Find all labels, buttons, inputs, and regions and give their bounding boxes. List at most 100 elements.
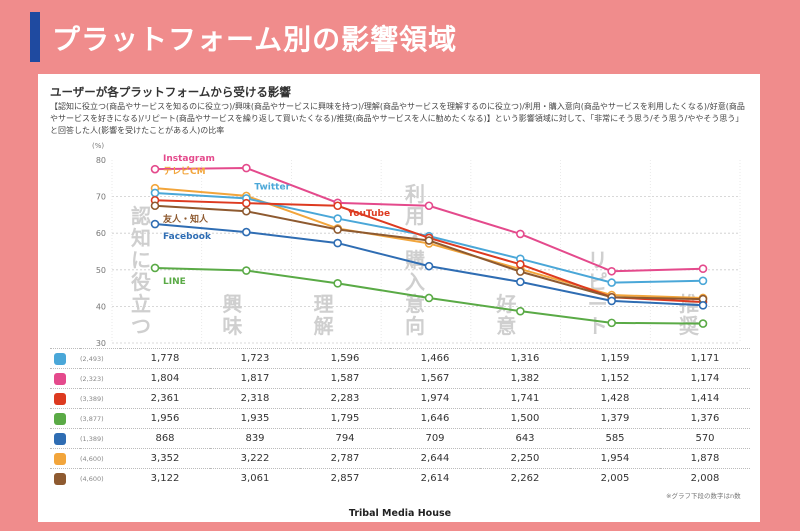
data-point (607, 278, 616, 287)
chart-description: 【認知に役立つ(商品やサービスを知るのに役立つ)/興味(商品やサービスに興味を持… (50, 102, 745, 135)
y-tick-label: 50 (96, 266, 106, 275)
series-label: Facebook (163, 232, 212, 242)
platform-icon-cell (50, 408, 80, 429)
table-cell: 2,857 (300, 468, 390, 488)
table-cell: 1,804 (120, 368, 210, 389)
table-cell: 1,956 (120, 408, 210, 429)
facebook-icon (54, 432, 66, 445)
data-point (150, 219, 160, 229)
category-label-char: 意 (496, 314, 516, 338)
category-label-char: 認 (131, 204, 151, 228)
table-note: ※グラフ下段の数字はn数 (666, 492, 741, 500)
table-cell: 1,316 (480, 348, 570, 369)
table-cell: 2,250 (480, 448, 570, 469)
y-tick-label: 30 (96, 339, 106, 348)
data-point (242, 206, 251, 216)
data-point (424, 201, 434, 211)
series-label: YouTube (347, 209, 390, 219)
n-count: (3,877) (80, 408, 120, 429)
table-cell: 839 (210, 428, 300, 449)
category-label-char: 役 (131, 270, 151, 294)
table-cell: 1,741 (480, 388, 570, 409)
table-cell: 794 (300, 428, 390, 449)
people-icon (54, 472, 66, 485)
table-cell: 2,008 (660, 468, 750, 488)
table-cell: 2,644 (390, 448, 480, 469)
table-cell: 1,500 (480, 408, 570, 429)
table-row: (1,389) 868 839 794 709 643 585 570 (50, 428, 750, 449)
category-label-char: 向 (405, 314, 425, 338)
data-point (333, 225, 342, 234)
data-point (424, 261, 434, 271)
table-cell: 2,614 (390, 468, 480, 488)
data-point (607, 296, 616, 306)
instagram-icon (54, 372, 66, 385)
table-cell: 2,005 (570, 468, 660, 488)
series-line (154, 167, 704, 273)
data-point (424, 236, 434, 245)
category-label-char: 理 (314, 292, 334, 316)
platform-icon-cell (50, 368, 80, 389)
table-cell: 1,974 (390, 388, 480, 409)
category-label-char: 立 (131, 292, 151, 316)
series-line (154, 199, 704, 304)
platform-icon-cell (50, 428, 80, 449)
page-title: プラットフォーム別の影響領域 (52, 23, 458, 56)
platform-icon-cell (50, 388, 80, 409)
category-label-char: 興 (222, 292, 242, 316)
table-cell: 3,222 (210, 448, 300, 469)
data-point (242, 198, 251, 208)
table-cell: 2,262 (480, 468, 570, 488)
table-cell: 1,159 (570, 348, 660, 369)
data-point (698, 264, 708, 274)
table-cell: 1,587 (300, 368, 390, 389)
category-label-char: 知 (131, 226, 151, 250)
series-label: テレビCM (163, 165, 206, 177)
table-cell: 1,376 (660, 408, 750, 429)
table-row: (3,389) 2,361 2,318 2,283 1,974 1,741 1,428 1,4… (50, 388, 750, 409)
category-label-char: 味 (222, 314, 242, 338)
data-point (242, 227, 251, 237)
table-row: (2,493) 1,778 1,723 1,596 1,466 1,316 1,159 1,1… (50, 348, 750, 369)
y-axis-label: (%) (92, 142, 104, 150)
youtube-icon (54, 392, 66, 405)
data-point (242, 163, 251, 173)
data-point (150, 164, 160, 174)
series-label: Instagram (163, 154, 215, 164)
category-label-char: つ (131, 314, 151, 338)
table-cell: 1,778 (120, 348, 210, 369)
data-point (333, 279, 342, 288)
category-label-char: 入 (405, 270, 425, 294)
table-cell: 585 (570, 428, 660, 449)
table-row: (4,600) 3,122 3,061 2,857 2,614 2,262 2,005 2,0… (50, 468, 750, 488)
category-label-char: 用 (405, 204, 425, 228)
category-label-char: に (131, 248, 151, 272)
table-row: (2,323) 1,804 1,817 1,587 1,567 1,382 1,152 1,1… (50, 368, 750, 389)
table-cell: 1,567 (390, 368, 480, 389)
data-point (698, 319, 708, 328)
platform-icon-cell (50, 348, 80, 369)
category-label-char: 好 (495, 292, 516, 316)
table-cell: 1,723 (210, 348, 300, 369)
data-point (150, 263, 160, 273)
table-cell: 570 (660, 428, 750, 449)
table-cell: 1,954 (570, 448, 660, 469)
category-label-char: 意 (405, 292, 425, 316)
table-cell: 643 (480, 428, 570, 449)
line-icon (54, 412, 66, 425)
table-cell: 1,171 (660, 348, 750, 369)
category-label-char: 購 (405, 248, 425, 272)
y-tick-label: 60 (96, 229, 106, 238)
data-point (516, 306, 525, 316)
category-label-char: リ (588, 248, 608, 272)
twitter-icon (54, 352, 66, 365)
data-point (516, 277, 525, 287)
table-cell: 3,352 (120, 448, 210, 469)
data-point (150, 188, 160, 198)
data-point (333, 214, 342, 223)
table-cell: 1,795 (300, 408, 390, 429)
data-point (333, 201, 342, 211)
category-label-char: 解 (314, 314, 334, 338)
platform-icon-cell (50, 468, 80, 488)
